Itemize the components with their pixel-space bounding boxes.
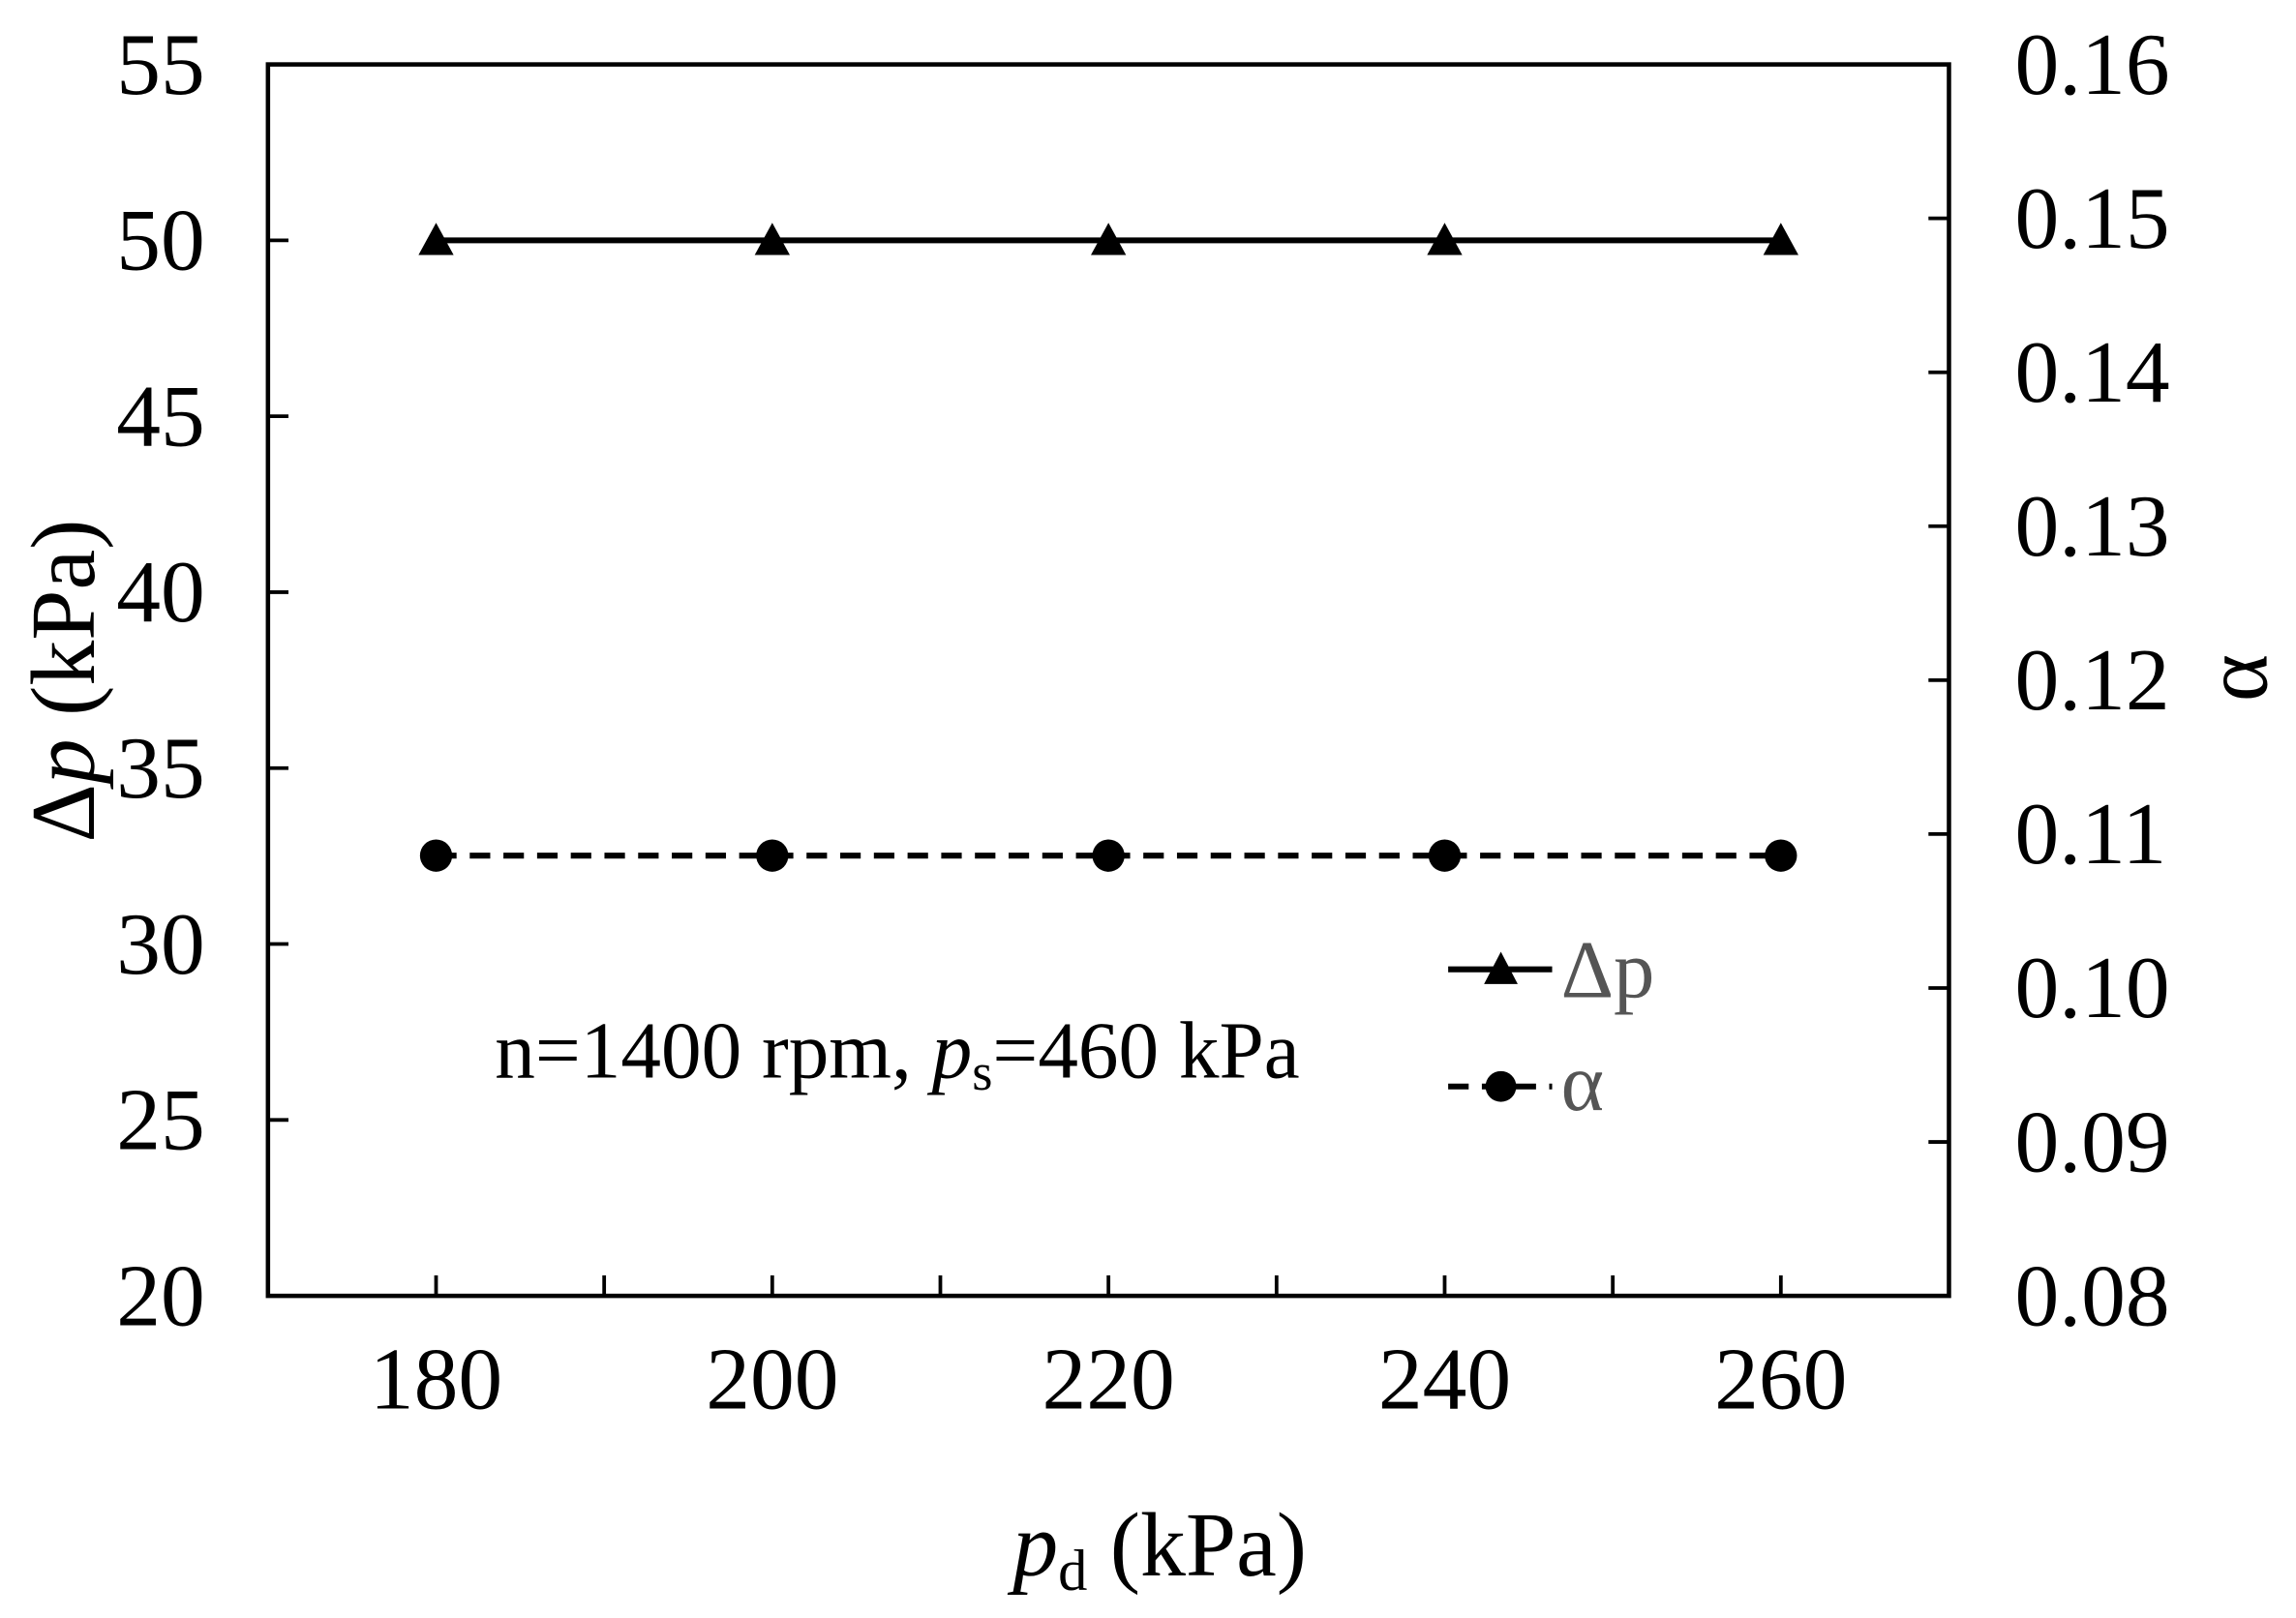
right-y-axis-title: α: [2187, 654, 2287, 702]
legend-triangle-marker: [1484, 951, 1518, 984]
x-axis-title-symbol: p: [1007, 1495, 1058, 1596]
data-point-delta-p: [418, 223, 454, 255]
condition-annotation: n=1400 rpm, ps=460 kPa: [495, 1006, 1299, 1101]
left-y-tick-label: 25: [116, 1070, 205, 1169]
data-point-alpha: [419, 839, 453, 872]
x-tick-label: 200: [706, 1330, 838, 1428]
left-y-tick-label: 50: [116, 191, 205, 289]
legend-circle-marker: [1485, 1070, 1517, 1102]
x-tick-label: 180: [370, 1330, 502, 1428]
legend-item-alpha: α: [1448, 1038, 1604, 1128]
right-y-tick-label: 0.11: [2015, 784, 2167, 883]
data-point-delta-p: [1427, 223, 1463, 255]
data-point-delta-p: [1091, 223, 1127, 255]
annotation-symbol: p: [927, 1006, 973, 1095]
right-y-tick-label: 0.16: [2015, 15, 2170, 113]
annotation-suffix: =460 kPa: [992, 1006, 1299, 1095]
right-y-axis-ticks: [1928, 216, 1949, 1144]
annotation-prefix: n=1400 rpm,: [495, 1006, 931, 1095]
legend: Δp α: [1448, 925, 1654, 1128]
left-y-axis-title: Δp (kPa): [14, 520, 114, 843]
series-layer: [418, 223, 1798, 872]
x-tick-label: 260: [1714, 1330, 1847, 1428]
right-y-axis-tick-labels: 0.08 0.09 0.10 0.11 0.12 0.13 0.14 0.15 0.16: [2015, 15, 2170, 1345]
right-y-tick-label: 0.08: [2015, 1245, 2170, 1344]
data-point-alpha: [1765, 839, 1798, 872]
annotation-subscript: s: [972, 1042, 992, 1101]
left-y-tick-label: 40: [116, 542, 205, 641]
data-point-alpha: [1428, 839, 1462, 872]
x-axis-title: pd (kPa): [1007, 1495, 1307, 1603]
x-axis-title-subscript: d: [1058, 1539, 1087, 1603]
left-y-axis-tick-labels: 20 25 30 35 40 45 50 55: [116, 15, 205, 1345]
data-point-alpha: [756, 839, 789, 872]
left-y-axis-ticks: [267, 238, 289, 1123]
data-point-delta-p: [1763, 223, 1798, 255]
left-y-tick-label: 35: [116, 718, 205, 817]
right-y-tick-label: 0.10: [2015, 938, 2170, 1036]
left-y-tick-label: 20: [116, 1245, 205, 1344]
data-point-delta-p: [754, 223, 790, 255]
right-y-tick-label: 0.13: [2015, 476, 2170, 575]
left-y-tick-label: 30: [116, 894, 205, 993]
legend-label-delta-p: Δp: [1561, 925, 1655, 1015]
legend-label-alpha: α: [1561, 1038, 1604, 1128]
right-y-tick-label: 0.09: [2015, 1092, 2170, 1190]
x-tick-label: 220: [1042, 1330, 1175, 1428]
right-y-tick-label: 0.14: [2015, 322, 2170, 421]
x-axis-title-unit: (kPa): [1087, 1495, 1307, 1596]
left-y-tick-label: 55: [116, 15, 205, 113]
right-y-tick-label: 0.12: [2015, 630, 2170, 729]
left-y-axis-title-symbol: p: [14, 738, 114, 790]
left-y-axis-title-unit: (kPa): [14, 520, 114, 739]
legend-item-delta-p: Δp: [1448, 925, 1654, 1015]
x-axis-ticks: [434, 1274, 1783, 1297]
left-y-axis-title-prefix: Δ: [14, 784, 114, 842]
x-tick-label: 240: [1378, 1330, 1511, 1428]
x-axis-tick-labels: 180 200 220 240 260: [370, 1330, 1848, 1428]
data-point-alpha: [1092, 839, 1125, 872]
right-y-tick-label: 0.15: [2015, 168, 2170, 267]
left-y-tick-label: 45: [116, 366, 205, 464]
